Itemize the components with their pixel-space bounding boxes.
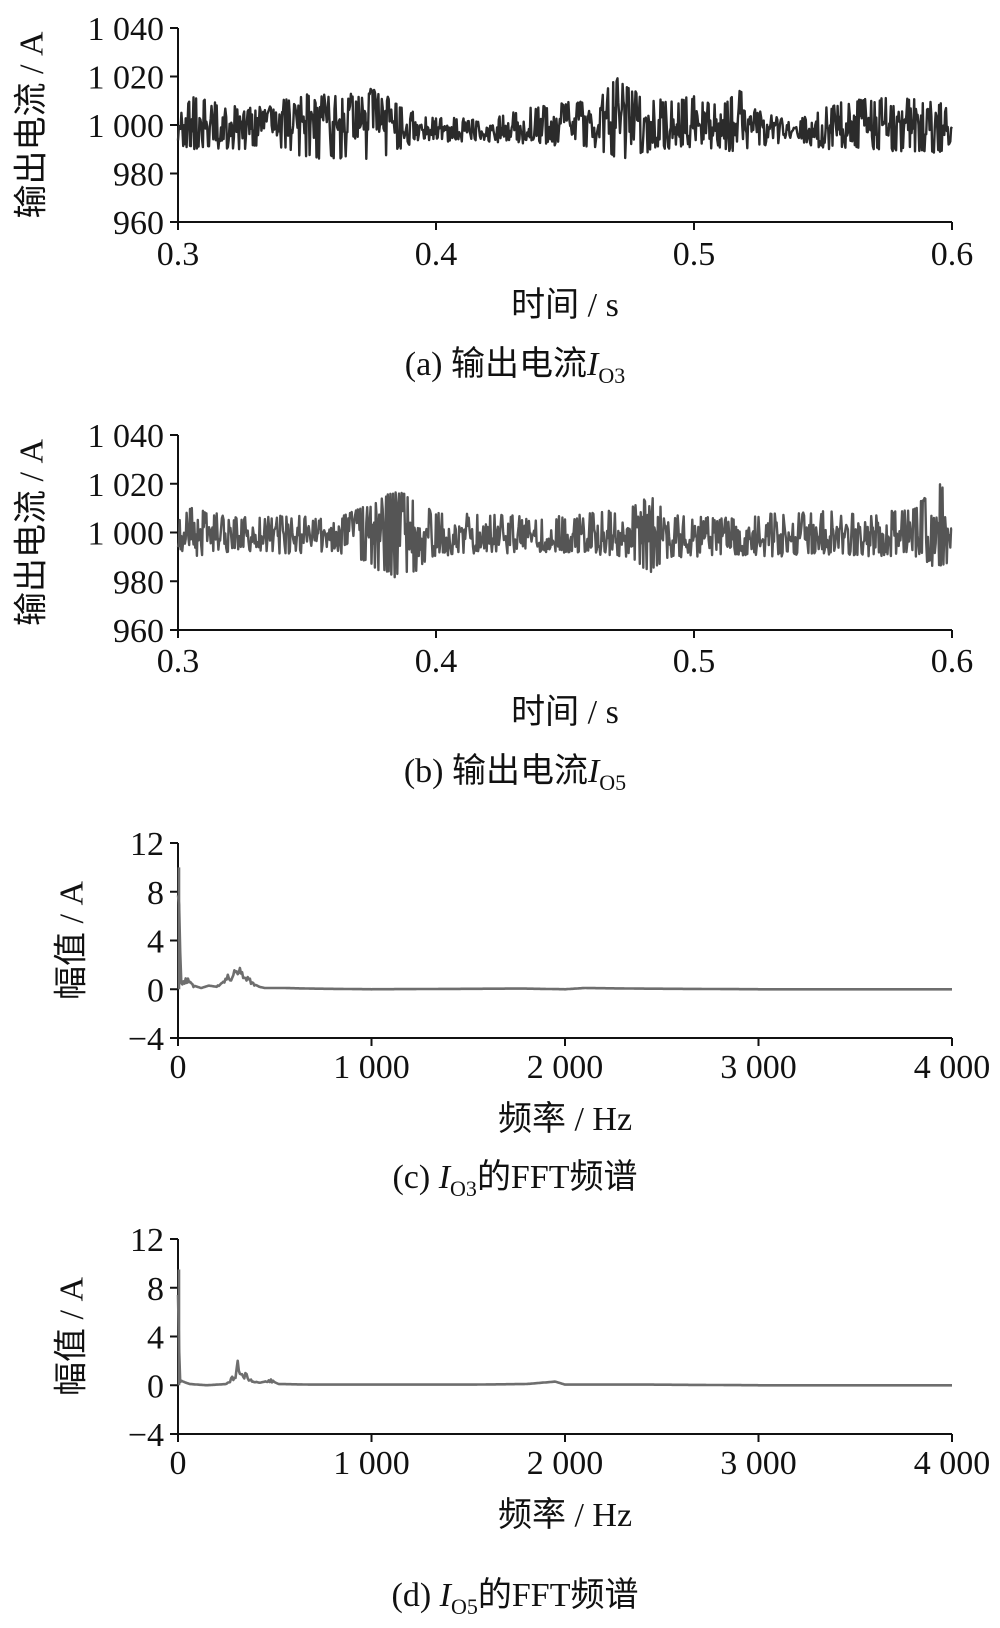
caption-prefix: (b) 输出电流 <box>404 752 588 790</box>
x-tick-label: 1 000 <box>333 1049 410 1086</box>
x-axis-label: 时间 / s <box>511 694 619 731</box>
figure-caption: (a) 输出电流IO3 <box>405 345 625 388</box>
y-tick-label: 0 <box>147 972 164 1009</box>
y-tick-label: 1 020 <box>88 60 165 97</box>
x-tick-label: 0.4 <box>415 236 458 273</box>
x-tick-label: 2 000 <box>527 1049 604 1086</box>
figure-caption: (d) IO5的FFT频谱 <box>392 1576 639 1619</box>
y-tick-label: 12 <box>130 1222 164 1259</box>
caption-symbol: I <box>438 1159 452 1196</box>
y-tick-label: 1 020 <box>88 467 165 504</box>
x-tick-label: 0.4 <box>415 643 458 680</box>
x-tick-label: 1 000 <box>333 1445 410 1482</box>
series-line <box>176 895 953 991</box>
y-tick-label: 0 <box>147 1368 164 1405</box>
caption-symbol: I <box>439 1577 453 1614</box>
y-tick-label: 4 <box>147 924 164 961</box>
caption-subscript: O5 <box>599 770 626 795</box>
caption-subscript: O3 <box>598 363 625 388</box>
caption-subscript: O5 <box>451 1594 478 1619</box>
x-tick-label: 4 000 <box>914 1049 991 1086</box>
x-tick-label: 0.3 <box>157 236 200 273</box>
y-axis-label: 输出电流 / A <box>13 439 51 626</box>
figure-caption: (b) 输出电流IO5 <box>404 752 626 795</box>
caption-symbol: I <box>586 346 600 383</box>
x-tick-label: 4 000 <box>914 1445 991 1482</box>
chart-a: 960 980 1 000 1 020 1 040 0.3 0.4 0.5 0.6 时间 / s 输… <box>13 11 974 388</box>
y-tick-label: 12 <box>130 826 164 863</box>
series-line <box>176 1294 953 1387</box>
figure-caption: (c) IO3的FFT频谱 <box>392 1158 637 1201</box>
x-tick-label: 0.5 <box>673 236 716 273</box>
y-tick-label: 1 040 <box>88 11 165 48</box>
caption-prefix: (c) <box>392 1159 438 1196</box>
caption-suffix: 的FFT频谱 <box>478 1576 639 1614</box>
y-axis-label: 幅值 / A <box>53 881 91 1000</box>
x-tick-label: 3 000 <box>720 1445 797 1482</box>
y-tick-label: 4 <box>147 1320 164 1357</box>
y-tick-label: 8 <box>147 875 164 912</box>
caption-subscript: O3 <box>450 1176 477 1201</box>
y-axis-label: 输出电流 / A <box>13 31 51 218</box>
x-tick-label: 0.3 <box>157 643 200 680</box>
x-tick-label: 0.5 <box>673 643 716 680</box>
x-axis-label: 频率 / Hz <box>498 1100 632 1138</box>
x-tick-label: 2 000 <box>527 1445 604 1482</box>
y-tick-label: 960 <box>113 613 164 650</box>
y-tick-label: 8 <box>147 1271 164 1308</box>
y-tick-label: −4 <box>128 1417 164 1454</box>
x-axis-label: 频率 / Hz <box>498 1496 632 1534</box>
x-tick-label: 0.6 <box>931 236 974 273</box>
caption-symbol: I <box>587 753 601 790</box>
x-axis-label: 时间 / s <box>511 287 619 324</box>
y-tick-label: 980 <box>113 564 164 601</box>
y-tick-label: 960 <box>113 205 164 242</box>
x-tick-label: 3 000 <box>720 1049 797 1086</box>
y-tick-label: 980 <box>113 157 164 194</box>
series-line <box>176 77 953 160</box>
caption-prefix: (d) <box>392 1577 440 1614</box>
y-tick-label: −4 <box>128 1021 164 1058</box>
chart-b: 960 980 1 000 1 020 1 040 0.3 0.4 0.5 0.6 时间 / s 输… <box>13 418 974 795</box>
caption-suffix: 的FFT频谱 <box>477 1158 638 1196</box>
x-tick-label: 0 <box>170 1049 187 1086</box>
x-tick-label: 0 <box>170 1445 187 1482</box>
y-tick-label: 1 000 <box>88 108 165 145</box>
y-tick-label: 1 000 <box>88 516 165 553</box>
x-tick-label: 0.6 <box>931 643 974 680</box>
series-line <box>176 483 953 579</box>
y-axis-label: 幅值 / A <box>53 1277 91 1396</box>
y-tick-label: 1 040 <box>88 418 165 455</box>
caption-prefix: (a) 输出电流 <box>405 345 587 383</box>
